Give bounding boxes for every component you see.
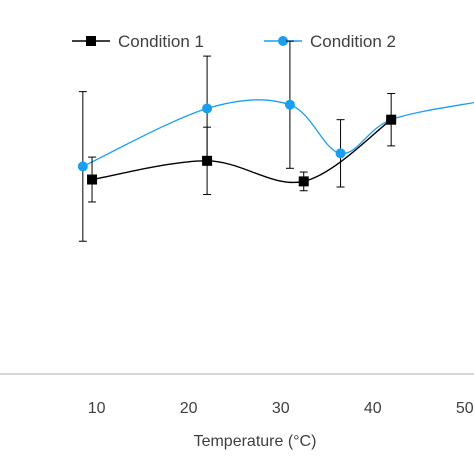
data-point <box>335 148 346 159</box>
plot-area <box>77 40 474 242</box>
series-line <box>82 99 474 168</box>
x-axis-label: Temperature (°C) <box>194 433 317 450</box>
x-tick-label: 10 <box>88 400 106 417</box>
x-axis-ticks: 10 20 30 40 50 <box>88 400 474 417</box>
series-line <box>91 119 392 184</box>
data-point <box>284 99 295 110</box>
x-tick-label: 50 <box>456 400 474 417</box>
data-point <box>202 155 213 166</box>
legend-item-1: Condition 1 <box>72 32 204 51</box>
data-point <box>202 103 213 114</box>
data-point <box>77 161 88 172</box>
series-1 <box>87 93 397 203</box>
x-tick-label: 30 <box>272 400 290 417</box>
data-point <box>298 176 309 187</box>
legend-label: Condition 2 <box>310 32 396 51</box>
legend-item-2: Condition 2 <box>264 32 396 51</box>
legend-marker <box>278 36 288 46</box>
legend-label: Condition 1 <box>118 32 204 51</box>
data-point <box>87 174 98 185</box>
legend: Condition 1 Condition 2 <box>72 32 396 51</box>
series-2 <box>77 40 474 242</box>
x-tick-label: 20 <box>180 400 198 417</box>
x-tick-label: 40 <box>364 400 382 417</box>
legend-marker <box>86 36 96 46</box>
data-point <box>386 114 397 125</box>
